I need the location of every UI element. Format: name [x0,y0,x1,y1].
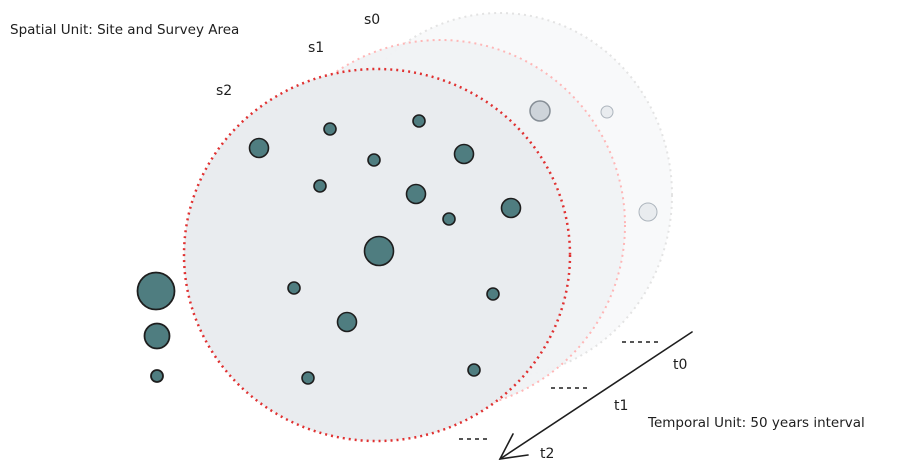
temporal-axis-arrowhead [498,433,529,461]
faded-site-marker [529,100,551,122]
label-t0: t0 [673,357,687,373]
temporal-axis-line [499,331,693,460]
site-marker [405,183,427,205]
site-size-medium [143,322,171,350]
site-marker [367,153,381,167]
site-marker [313,179,327,193]
site-marker [500,197,522,219]
spatial-unit-title: Spatial Unit: Site and Survey Area [10,22,239,38]
temporal-unit-title: Temporal Unit: 50 years interval [647,415,865,431]
label-s2: s2 [216,83,232,99]
site-marker [336,311,358,333]
size-legend [136,271,176,383]
site-size-small [150,369,164,383]
label-s0: s0 [364,12,380,28]
site-marker [248,137,270,159]
site-marker [323,122,337,136]
time-ticks [459,341,660,440]
site-marker [467,363,481,377]
site-marker [442,212,456,226]
faded-site-marker [600,105,614,119]
site-markers [248,114,522,385]
site-marker [301,371,315,385]
label-s1: s1 [308,40,324,56]
faded-site-marker [638,202,658,222]
site-marker [453,143,475,165]
label-t2: t2 [540,446,554,462]
site-marker [412,114,426,128]
temporal-axis [498,331,693,461]
label-t1: t1 [614,398,628,414]
site-marker [287,281,301,295]
site-marker [363,235,395,267]
site-marker [486,287,500,301]
site-size-large [136,271,176,311]
